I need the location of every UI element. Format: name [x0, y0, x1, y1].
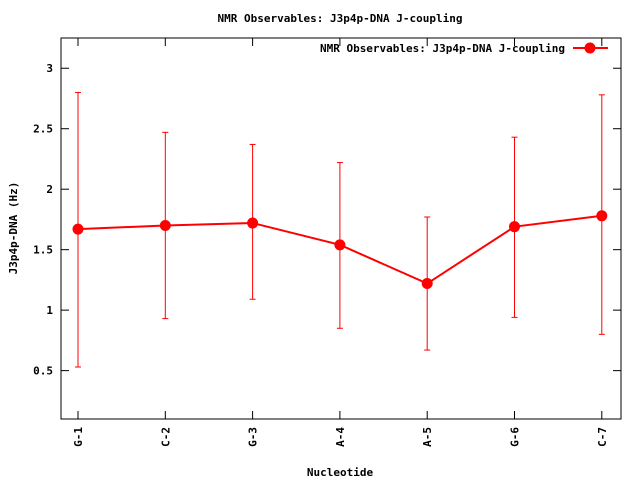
x-tick-label: G-1: [72, 427, 85, 447]
x-axis-ticks: G-1 C-2 G-3 A-4 A-5 G-6 C-7: [72, 38, 609, 447]
legend: NMR Observables: J3p4p-DNA J-coupling: [320, 42, 608, 55]
x-tick-label: A-4: [334, 427, 347, 447]
y-tick-label: 2: [46, 183, 53, 196]
x-tick-label: G-3: [247, 427, 260, 447]
data-point: [72, 223, 84, 235]
data-point: [247, 217, 259, 229]
legend-label: NMR Observables: J3p4p-DNA J-coupling: [320, 42, 565, 55]
data-points: [72, 210, 608, 290]
y-axis-label: J3p4p-DNA (Hz): [7, 182, 20, 275]
y-tick-label: 0.5: [33, 365, 53, 378]
y-tick-label: 1: [46, 304, 53, 317]
x-tick-label: G-6: [509, 427, 522, 447]
data-point: [334, 239, 346, 251]
data-point: [509, 221, 520, 233]
x-tick-label: A-5: [421, 427, 434, 447]
x-axis-label: Nucleotide: [307, 466, 374, 479]
y-tick-label: 3: [46, 62, 53, 75]
plot-frame: [60, 37, 622, 420]
chart-title: NMR Observables: J3p4p-DNA J-coupling: [217, 12, 462, 25]
legend-marker: [584, 42, 596, 54]
x-tick-label: C-2: [159, 427, 172, 447]
error-bars: [75, 91, 605, 368]
y-tick-label: 1.5: [33, 244, 53, 257]
y-tick-label: 2.5: [33, 123, 53, 136]
data-point: [596, 210, 608, 222]
x-tick-label: C-7: [596, 427, 609, 447]
y-axis-ticks: 0.5 1 1.5 2 2.5 3: [33, 62, 621, 378]
data-point: [421, 278, 433, 290]
data-point: [159, 219, 171, 231]
